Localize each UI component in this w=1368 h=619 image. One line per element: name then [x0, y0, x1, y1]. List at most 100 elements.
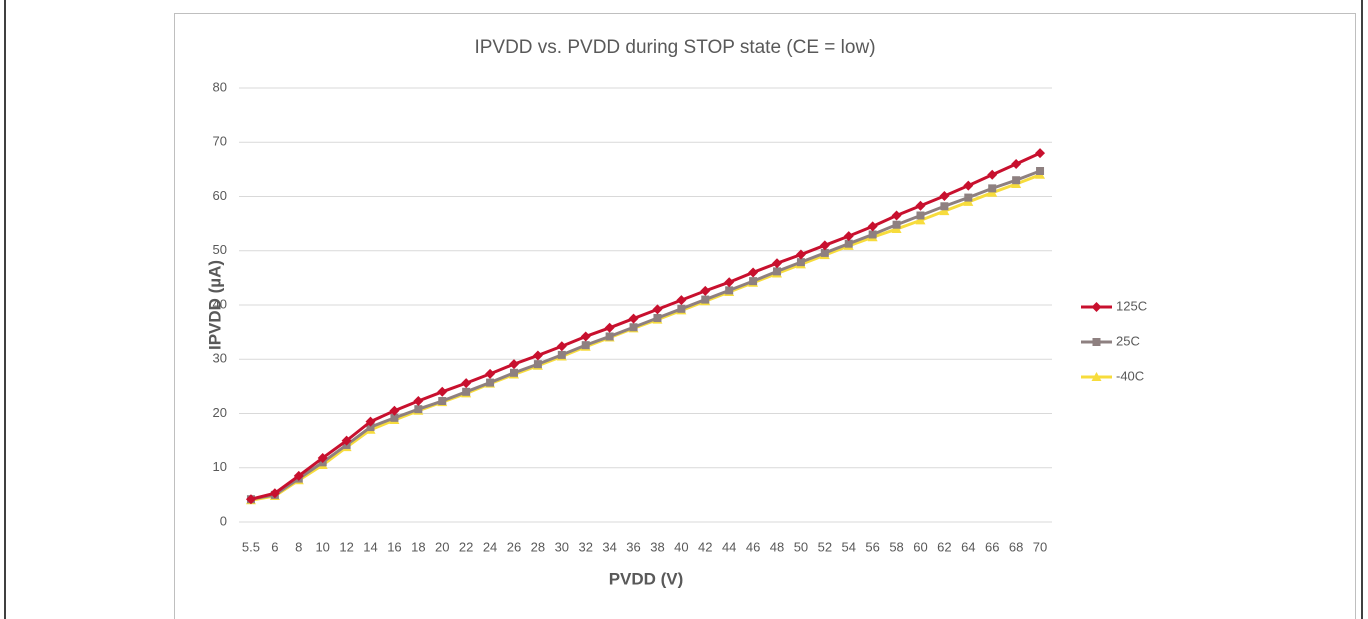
- marker: [676, 295, 687, 306]
- x-tick-label: 5.5: [242, 539, 260, 554]
- marker: [413, 396, 424, 407]
- marker: [581, 341, 590, 350]
- marker: [725, 286, 734, 295]
- x-tick-label: 66: [985, 539, 999, 554]
- x-tick-label: 58: [889, 539, 903, 554]
- marker: [556, 341, 567, 352]
- x-tick-label: 18: [411, 539, 425, 554]
- x-tick-label: 26: [507, 539, 521, 554]
- x-tick-label: 70: [1033, 539, 1047, 554]
- marker: [605, 332, 614, 341]
- marker: [509, 368, 518, 377]
- marker: [1036, 167, 1045, 176]
- marker: [533, 360, 542, 369]
- marker: [1091, 302, 1102, 312]
- marker: [820, 248, 829, 257]
- x-tick-label: 56: [865, 539, 879, 554]
- marker: [843, 231, 854, 242]
- series-line: [250, 151, 1041, 501]
- marker: [462, 387, 471, 396]
- x-tick-label: 44: [722, 539, 736, 554]
- y-tick-label: 60: [213, 188, 227, 203]
- marker: [939, 206, 950, 216]
- x-tick-label: 28: [531, 539, 545, 554]
- x-tick-label: 14: [363, 539, 377, 554]
- x-tick-label: 22: [459, 539, 473, 554]
- marker: [1011, 158, 1022, 169]
- marker: [916, 211, 925, 220]
- y-tick-label: 30: [213, 351, 227, 366]
- x-tick-label: 42: [698, 539, 712, 554]
- marker: [796, 258, 805, 267]
- marker: [486, 378, 495, 387]
- chart-title: IPVDD vs. PVDD during STOP state (CE = l…: [474, 37, 875, 58]
- x-tick-label: 38: [650, 539, 664, 554]
- marker: [629, 323, 638, 332]
- marker: [867, 221, 878, 232]
- x-tick-label: 50: [794, 539, 808, 554]
- x-tick-label: 48: [770, 539, 784, 554]
- marker: [653, 314, 662, 323]
- y-tick-label: 40: [213, 296, 227, 311]
- marker: [1035, 148, 1046, 159]
- x-tick-label: 20: [435, 539, 449, 554]
- x-tick-label: 52: [818, 539, 832, 554]
- y-axis-label: IPVDD (µA): [205, 260, 224, 350]
- marker: [461, 378, 472, 389]
- marker: [366, 423, 375, 432]
- marker: [437, 386, 448, 397]
- marker: [652, 304, 663, 315]
- marker: [532, 350, 543, 361]
- marker: [628, 313, 639, 324]
- marker: [390, 413, 399, 422]
- x-tick-label: 32: [578, 539, 592, 554]
- marker: [701, 295, 710, 304]
- y-tick-label: 70: [213, 134, 227, 149]
- marker: [677, 304, 686, 313]
- marker: [389, 405, 400, 416]
- marker: [508, 359, 519, 370]
- marker: [939, 190, 950, 201]
- marker: [795, 249, 806, 260]
- marker: [772, 258, 783, 269]
- marker: [748, 267, 759, 278]
- x-tick-label: 24: [483, 539, 497, 554]
- marker: [844, 239, 853, 248]
- x-tick-label: 62: [937, 539, 951, 554]
- x-tick-label: 12: [339, 539, 353, 554]
- marker: [940, 202, 949, 211]
- x-tick-label: 6: [271, 539, 278, 554]
- marker: [485, 368, 496, 379]
- marker: [245, 494, 256, 505]
- marker: [773, 267, 782, 276]
- legend-label: 25C: [1116, 333, 1140, 348]
- x-tick-label: 8: [295, 539, 302, 554]
- marker: [700, 285, 711, 296]
- marker: [915, 200, 926, 211]
- x-tick-label: 64: [961, 539, 975, 554]
- marker: [1091, 372, 1102, 381]
- marker: [915, 215, 926, 225]
- x-tick-label: 54: [842, 539, 856, 554]
- y-tick-label: 0: [220, 513, 227, 528]
- y-tick-label: 50: [213, 242, 227, 257]
- marker: [438, 397, 447, 406]
- marker: [964, 193, 973, 202]
- x-tick-label: 36: [626, 539, 640, 554]
- marker: [293, 470, 304, 481]
- x-tick-label: 30: [555, 539, 569, 554]
- legend-label: -40C: [1116, 368, 1144, 383]
- y-tick-label: 10: [213, 459, 227, 474]
- x-tick-label: 16: [387, 539, 401, 554]
- marker: [819, 240, 830, 251]
- x-tick-label: 68: [1009, 539, 1023, 554]
- legend-label: 125C: [1116, 298, 1147, 313]
- marker: [963, 180, 974, 191]
- marker: [749, 277, 758, 286]
- x-axis-label: PVDD (V): [609, 569, 684, 588]
- marker: [414, 405, 423, 414]
- x-tick-label: 40: [674, 539, 688, 554]
- y-tick-label: 80: [213, 79, 227, 94]
